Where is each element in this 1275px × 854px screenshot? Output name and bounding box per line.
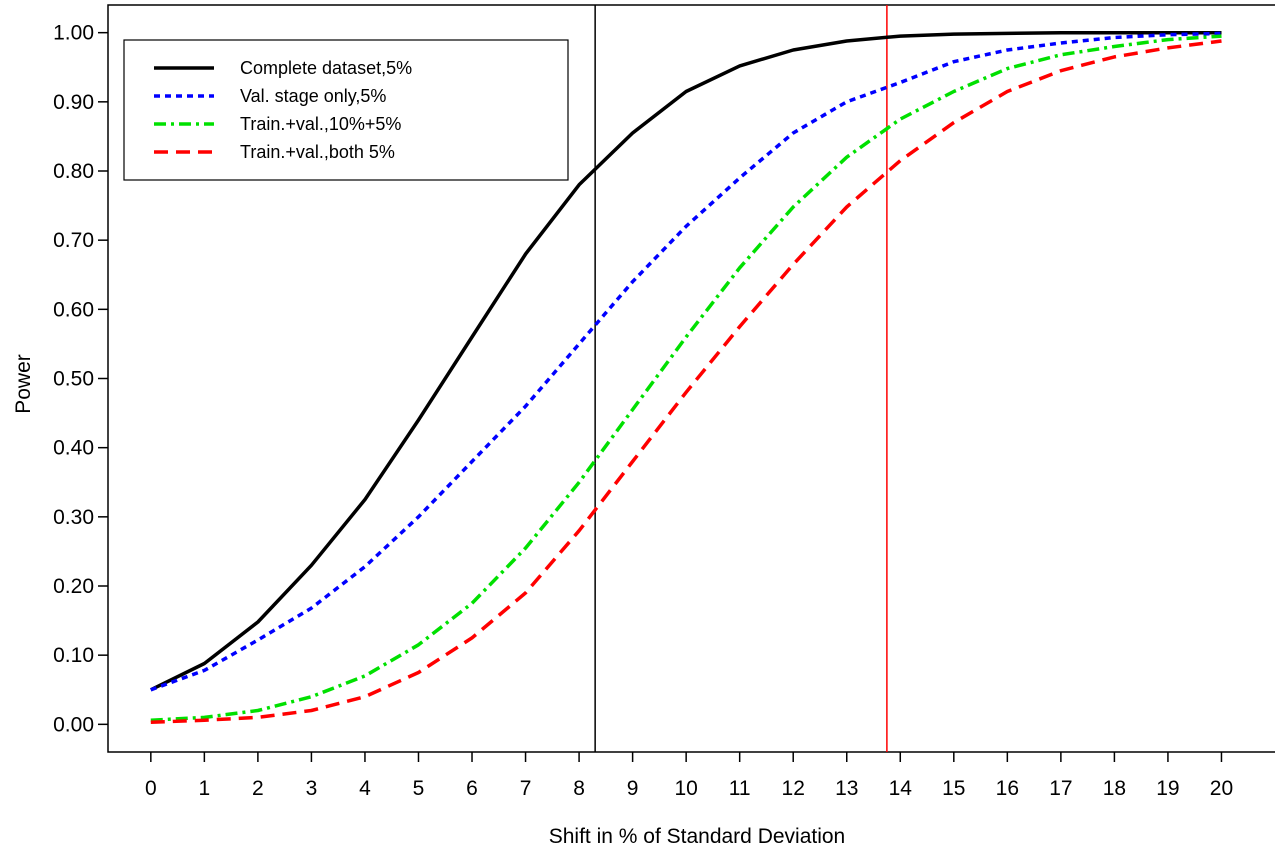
y-tick-label: 0.30 <box>53 506 94 529</box>
y-tick-label: 0.80 <box>53 160 94 183</box>
x-tick-label: 9 <box>627 777 639 800</box>
y-tick-label: 0.60 <box>53 298 94 321</box>
x-tick-label: 7 <box>520 777 532 800</box>
legend-label-4: Train.+val.,both 5% <box>240 142 395 162</box>
x-tick-label: 20 <box>1210 777 1233 800</box>
x-tick-label: 5 <box>413 777 425 800</box>
y-tick-label: 0.40 <box>53 437 94 460</box>
series-line-3 <box>150 34 1222 722</box>
y-tick-label: 1.00 <box>53 22 94 45</box>
y-tick-label: 0.70 <box>53 229 94 252</box>
x-tick-label: 15 <box>942 777 965 800</box>
x-tick-label: 4 <box>359 777 371 800</box>
legend-label-1: Complete dataset,5% <box>240 58 412 78</box>
x-tick-label: 0 <box>145 777 157 800</box>
y-tick-label: 0.20 <box>53 575 94 598</box>
legend-label-3: Train.+val.,10%+5% <box>240 114 401 134</box>
x-tick-label: 18 <box>1103 777 1126 800</box>
x-tick-label: 8 <box>573 777 585 800</box>
series-line-2 <box>150 31 1222 692</box>
y-tick-label: 0.50 <box>53 368 94 391</box>
x-tick-label: 17 <box>1049 777 1072 800</box>
series-line-4 <box>150 39 1222 725</box>
y-tick-label: 0.90 <box>53 91 94 114</box>
x-tick-label: 11 <box>729 777 751 800</box>
x-tick-label: 3 <box>306 777 318 800</box>
x-tick-label: 12 <box>782 777 805 800</box>
y-tick-label: 0.00 <box>53 713 94 736</box>
legend-box <box>123 39 569 181</box>
y-axis-title: Power <box>12 354 35 414</box>
x-tick-label: 19 <box>1156 777 1179 800</box>
legend-label-2: Val. stage only,5% <box>240 86 386 106</box>
series-line-1 <box>150 30 1222 692</box>
x-tick-label: 16 <box>996 777 1019 800</box>
x-tick-label: 6 <box>466 777 478 800</box>
y-tick-label: 0.10 <box>53 644 94 667</box>
x-tick-label: 10 <box>674 777 697 800</box>
x-tick-label: 13 <box>835 777 858 800</box>
x-tick-label: 2 <box>252 777 264 800</box>
x-tick-label: 1 <box>199 777 211 800</box>
x-axis-title: Shift in % of Standard Deviation <box>549 825 846 848</box>
x-tick-label: 14 <box>889 777 913 800</box>
